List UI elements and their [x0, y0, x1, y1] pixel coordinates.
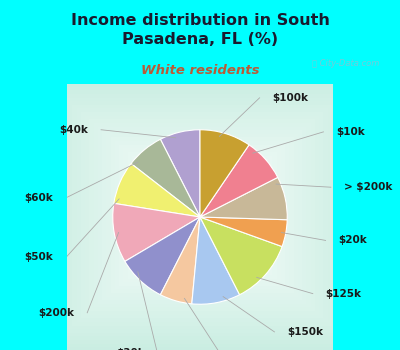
Text: White residents: White residents — [141, 64, 259, 77]
Wedge shape — [192, 217, 240, 304]
Text: $50k: $50k — [24, 252, 53, 262]
Wedge shape — [125, 217, 200, 295]
Text: $200k: $200k — [38, 308, 74, 318]
Wedge shape — [160, 217, 200, 304]
Wedge shape — [200, 130, 249, 217]
Text: $20k: $20k — [338, 236, 367, 245]
Text: $125k: $125k — [326, 289, 362, 299]
Text: $100k: $100k — [272, 93, 308, 103]
Text: $150k: $150k — [287, 327, 323, 337]
Text: $30k: $30k — [116, 348, 145, 350]
Text: ⓘ City-Data.com: ⓘ City-Data.com — [312, 59, 379, 68]
Text: $10k: $10k — [336, 127, 365, 137]
Wedge shape — [200, 217, 287, 246]
Wedge shape — [131, 139, 200, 217]
Wedge shape — [200, 177, 287, 220]
Text: $40k: $40k — [60, 125, 88, 135]
Wedge shape — [200, 145, 278, 217]
Wedge shape — [114, 163, 200, 217]
Text: $60k: $60k — [24, 193, 53, 203]
Wedge shape — [200, 217, 282, 295]
Wedge shape — [160, 130, 200, 217]
Wedge shape — [113, 203, 200, 261]
Text: Income distribution in South
Pasadena, FL (%): Income distribution in South Pasadena, F… — [70, 13, 330, 47]
Text: > $200k: > $200k — [344, 182, 392, 192]
